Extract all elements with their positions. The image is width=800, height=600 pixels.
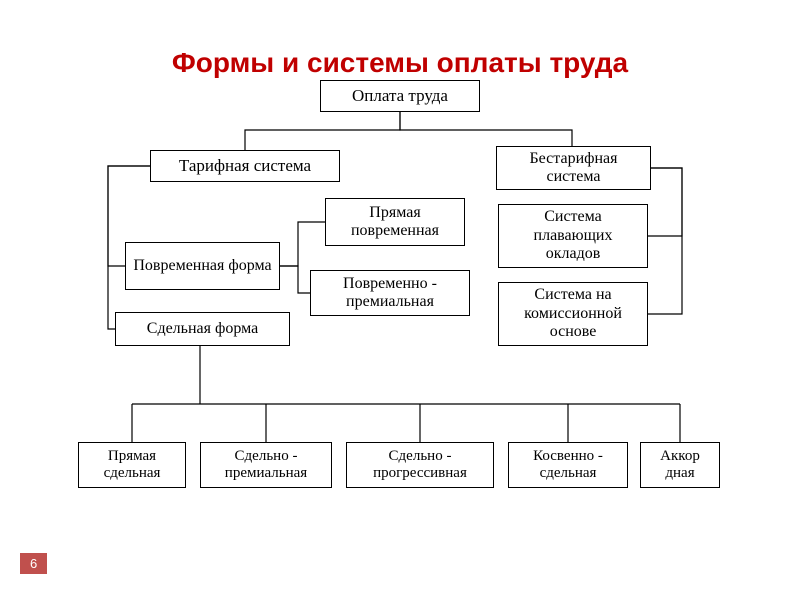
- node-indirect: Косвенно - сдельная: [508, 442, 628, 488]
- node-directtime: Прямая повременная: [325, 198, 465, 246]
- node-nontariff: Бестарифная система: [496, 146, 651, 190]
- node-timebonus: Повременно - премиальная: [310, 270, 470, 316]
- node-timebased: Повременная форма: [125, 242, 280, 290]
- node-commission: Система на комиссионной основе: [498, 282, 648, 346]
- node-tariff: Тарифная система: [150, 150, 340, 182]
- node-root: Оплата труда: [320, 80, 480, 112]
- node-pieceprog: Сдельно - прогрессивная: [346, 442, 494, 488]
- node-piecebonus: Сдельно - премиальная: [200, 442, 332, 488]
- node-lump: Аккор дная: [640, 442, 720, 488]
- node-directpiece: Прямая сдельная: [78, 442, 186, 488]
- node-piecework: Сдельная форма: [115, 312, 290, 346]
- node-floating: Система плавающих окладов: [498, 204, 648, 268]
